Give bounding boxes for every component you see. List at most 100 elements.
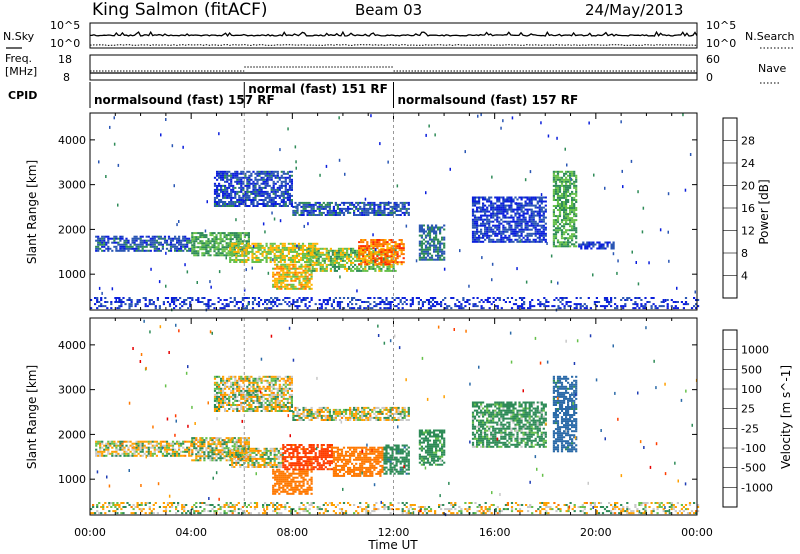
echo-cell bbox=[552, 215, 555, 218]
echo-cell bbox=[116, 307, 119, 310]
echo-cell bbox=[400, 241, 403, 244]
echo-cell bbox=[247, 443, 250, 446]
echo-cell bbox=[149, 249, 152, 252]
echo-cell bbox=[275, 244, 278, 247]
echo-cell bbox=[417, 303, 420, 306]
echo-cell bbox=[207, 453, 210, 456]
echo-cell bbox=[330, 211, 333, 214]
echo-cell bbox=[218, 174, 221, 177]
echo-cell bbox=[524, 178, 527, 182]
echo-cell bbox=[582, 243, 585, 246]
echo-cell bbox=[496, 198, 499, 201]
echo-cell bbox=[341, 251, 345, 254]
echo-cell bbox=[213, 441, 216, 444]
echo-cell bbox=[512, 210, 515, 213]
echo-cell bbox=[320, 207, 323, 210]
echo-cell bbox=[193, 242, 196, 245]
echo-cell bbox=[620, 305, 623, 308]
echo-cell bbox=[234, 194, 237, 197]
echo-cell bbox=[329, 259, 332, 262]
echo-cell bbox=[207, 246, 210, 249]
echo-cell bbox=[290, 283, 293, 286]
echo-cell bbox=[395, 205, 398, 208]
echo-cell bbox=[241, 254, 244, 257]
echo-cell bbox=[178, 442, 181, 445]
echo-cell bbox=[552, 194, 555, 197]
echo-cell bbox=[418, 252, 421, 255]
echo-cell bbox=[221, 250, 224, 253]
echo-cell bbox=[518, 204, 521, 207]
echo-cell bbox=[241, 240, 244, 243]
echo-cell bbox=[490, 240, 493, 243]
echo-cell bbox=[90, 307, 93, 310]
echo-cell bbox=[302, 279, 305, 282]
echo-cell bbox=[486, 228, 489, 231]
echo-cell bbox=[123, 247, 126, 250]
echo-cell bbox=[339, 275, 341, 279]
echo-cell bbox=[137, 446, 140, 449]
echo-cell bbox=[374, 259, 377, 262]
echo-cell bbox=[157, 448, 160, 451]
echo-cell bbox=[193, 252, 196, 255]
echo-cell bbox=[119, 448, 122, 451]
echo-cell bbox=[476, 206, 479, 209]
echo-cell bbox=[354, 255, 357, 258]
echo-cell bbox=[492, 214, 495, 217]
echo-cell bbox=[326, 299, 329, 301]
echo-cell bbox=[528, 216, 531, 219]
echo-cell bbox=[282, 279, 285, 282]
echo-cell bbox=[482, 232, 485, 235]
echo-cell bbox=[288, 196, 291, 199]
echo-cell bbox=[288, 176, 291, 179]
echo-cell bbox=[272, 299, 275, 301]
echo-cell bbox=[630, 299, 633, 301]
echo-cell bbox=[209, 299, 212, 301]
echo-cell bbox=[522, 220, 525, 223]
echo-cell bbox=[133, 454, 136, 457]
echo-cell bbox=[471, 202, 475, 205]
echo-cell bbox=[245, 234, 248, 237]
echo-cell bbox=[241, 250, 244, 253]
echo-cell bbox=[336, 203, 339, 206]
echo-cell bbox=[392, 259, 395, 262]
echo-cell bbox=[504, 204, 507, 207]
echo-cell bbox=[560, 180, 564, 183]
echo-cell bbox=[141, 235, 144, 238]
echo-cell bbox=[237, 259, 240, 261]
echo-cell bbox=[139, 239, 142, 242]
echo-cell bbox=[506, 212, 509, 215]
echo-cell bbox=[155, 454, 158, 457]
echo-cell bbox=[235, 246, 238, 249]
echo-cell bbox=[248, 196, 251, 199]
echo-cell bbox=[308, 305, 311, 308]
echo-cell bbox=[257, 305, 261, 308]
echo-cell bbox=[504, 240, 507, 243]
echo-cell bbox=[178, 448, 181, 451]
echo-cell bbox=[243, 232, 246, 235]
echo-cell bbox=[477, 114, 479, 118]
echo-cell bbox=[250, 190, 253, 193]
echo-cell bbox=[224, 186, 227, 189]
echo-cell bbox=[608, 241, 611, 244]
echo-cell bbox=[250, 172, 253, 175]
echo-cell bbox=[552, 219, 555, 222]
echo-cell bbox=[552, 209, 555, 211]
echo-cell bbox=[325, 249, 328, 252]
echo-cell bbox=[306, 209, 309, 212]
echo-cell bbox=[372, 255, 375, 258]
echo-cell bbox=[528, 208, 531, 211]
echo-cell bbox=[96, 301, 99, 303]
echo-cell bbox=[302, 269, 305, 272]
echo-cell bbox=[383, 257, 385, 261]
echo-cell bbox=[246, 176, 249, 179]
colorbar-tick-label: 24 bbox=[741, 157, 755, 170]
echo-cell bbox=[186, 237, 189, 240]
echo-cell bbox=[641, 230, 644, 234]
echo-cell bbox=[556, 215, 560, 218]
echo-cell bbox=[302, 203, 305, 206]
echo-cell bbox=[101, 291, 103, 295]
echo-cell bbox=[235, 242, 238, 245]
echo-cell bbox=[360, 261, 363, 264]
echo-cell bbox=[135, 448, 138, 451]
echo-cell bbox=[224, 192, 227, 195]
